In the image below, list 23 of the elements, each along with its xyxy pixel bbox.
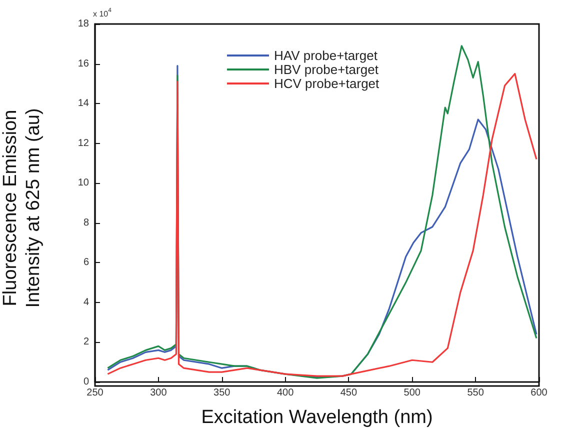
x-tick-label: 500 xyxy=(404,388,421,398)
y-tick-label: 18 xyxy=(78,18,90,30)
x-tick-label: 450 xyxy=(340,388,358,398)
legend-label: HAV probe+target xyxy=(274,48,378,63)
x-tick-label: 300 xyxy=(150,388,168,398)
y-tick-label: 0 xyxy=(83,376,90,388)
y-tick-label: 16 xyxy=(78,58,90,70)
x-axis-title: Excitation Wavelength (nm) xyxy=(201,407,433,428)
y-tick-label: 2 xyxy=(83,336,90,348)
y-tick-label: 6 xyxy=(83,257,90,268)
y-tick-label: 8 xyxy=(83,217,90,228)
y-tick-label: 10 xyxy=(78,178,90,189)
x-tick-label: 600 xyxy=(530,388,548,398)
x-tick-label: 400 xyxy=(276,388,294,398)
y-tick-label: 12 xyxy=(78,138,90,149)
x-tick-label: 350 xyxy=(214,388,231,398)
x-tick-label: 550 xyxy=(467,388,484,398)
x-tick-label: 250 xyxy=(86,388,104,398)
legend-label: HBV probe+target xyxy=(274,62,379,77)
legend-label: HCV probe+target xyxy=(274,76,380,91)
y-axis-title: Fluorescence Emission Intensity at 625 nm (au) xyxy=(0,108,44,308)
y-tick-label: 4 xyxy=(83,296,90,308)
y-tick-label: 14 xyxy=(78,98,90,110)
